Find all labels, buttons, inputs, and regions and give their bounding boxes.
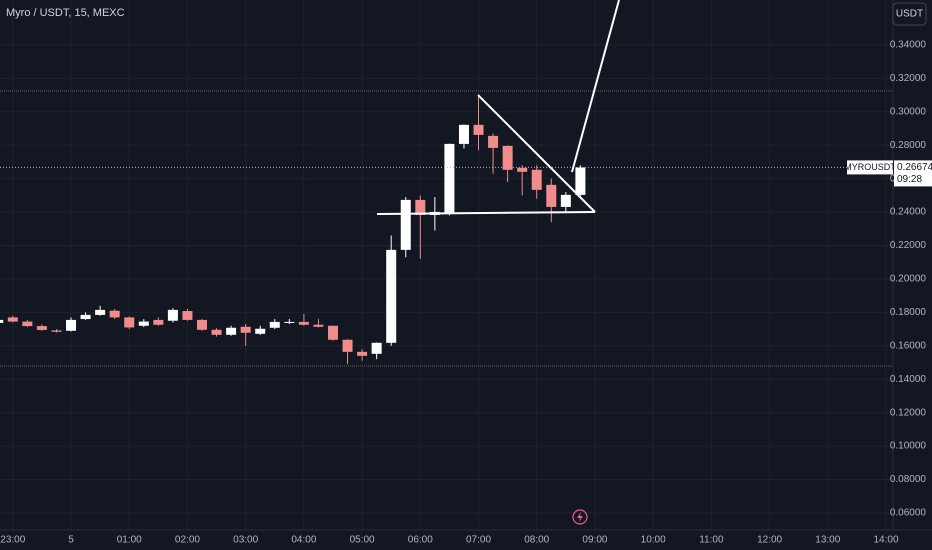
x-tick-label: 10:00 xyxy=(641,535,666,546)
x-tick-label: 07:00 xyxy=(466,535,491,546)
y-tick-label: 0.08000 xyxy=(890,474,927,485)
x-tick-label: 13:00 xyxy=(815,535,840,546)
candle-body xyxy=(124,317,135,328)
candle-body xyxy=(444,143,455,213)
candle-body xyxy=(95,309,106,315)
x-tick-label: 14:00 xyxy=(873,535,898,546)
icon-circle xyxy=(572,509,588,525)
candle-body xyxy=(400,199,411,250)
candle-body xyxy=(80,314,91,320)
x-tick-label: 09:00 xyxy=(582,535,607,546)
trend-line xyxy=(477,94,596,213)
candle-body xyxy=(386,249,397,343)
x-tick-label: 03:00 xyxy=(233,535,258,546)
trend-line xyxy=(376,211,596,215)
y-tick-label: 0.06000 xyxy=(890,508,927,519)
x-tick-label: 11:00 xyxy=(699,535,724,546)
y-tick-label: 0.16000 xyxy=(890,340,927,351)
candle-body xyxy=(560,194,571,207)
plot xyxy=(0,96,893,365)
candle-body xyxy=(357,351,368,356)
candle-body xyxy=(327,325,338,340)
chart-title: Myro / USDT, 15, MEXC xyxy=(6,7,125,19)
candle-body xyxy=(7,317,18,322)
x-tick-label: 06:00 xyxy=(408,535,433,546)
candle-body xyxy=(371,342,382,354)
x-tick-label: 01:00 xyxy=(117,535,142,546)
y-tick-label: 0.24000 xyxy=(890,207,927,218)
x-tick-label: 04:00 xyxy=(291,535,316,546)
candle-body xyxy=(22,321,33,327)
candle-body xyxy=(488,135,499,148)
x-tick-label: 02:00 xyxy=(175,535,200,546)
countdown-label: 09:28 xyxy=(897,174,922,185)
candle-body xyxy=(51,330,62,332)
candle-body xyxy=(255,328,266,334)
candle-body xyxy=(240,326,251,333)
candle-body xyxy=(546,184,557,207)
candle-body xyxy=(284,321,295,323)
candle-body xyxy=(226,327,237,335)
candle-body xyxy=(342,339,353,352)
symbol-label: MYROUSDT xyxy=(844,162,896,172)
x-tick-label: 23:00 xyxy=(0,535,25,546)
candle-body xyxy=(167,309,178,321)
candle-body xyxy=(473,124,484,135)
currency-label: USDT xyxy=(896,9,923,20)
y-tick-label: 0.28000 xyxy=(890,140,927,151)
y-tick-label: 0.34000 xyxy=(890,40,927,51)
candle-body xyxy=(415,199,426,215)
y-tick-label: 0.22000 xyxy=(890,240,927,251)
candle-body xyxy=(66,319,77,331)
price-label-box xyxy=(894,160,932,187)
currency-button[interactable] xyxy=(892,2,927,26)
y-tick-label: 0.20000 xyxy=(890,274,927,285)
trend-line xyxy=(571,0,620,173)
axes: 0.06000 0.08000 0.10000 0.12000 0.14000 0.160… xyxy=(0,40,932,546)
candle-body xyxy=(153,319,164,325)
icon-bolt xyxy=(577,512,583,522)
y-tick-label: 0.30000 xyxy=(890,106,927,117)
y-tick-label: 0.12000 xyxy=(890,407,927,418)
y-tick-label: 0.32000 xyxy=(890,73,927,84)
candle-body xyxy=(298,321,309,325)
x-tick-label: 12:00 xyxy=(757,535,782,546)
drawings xyxy=(376,0,620,215)
last-price-label: 0.26674 xyxy=(897,162,932,173)
symbol-label-box xyxy=(847,160,893,175)
x-tick-label: 08:00 xyxy=(524,535,549,546)
grid xyxy=(0,0,893,530)
candle-body xyxy=(313,324,324,327)
y-tick-label: 0.10000 xyxy=(890,441,927,452)
candle-body xyxy=(182,311,193,320)
candle-body xyxy=(0,319,4,323)
candle-body xyxy=(531,169,542,190)
candle-body xyxy=(517,167,528,172)
lightning-icon[interactable] xyxy=(572,509,588,525)
x-tick-label: 5 xyxy=(68,535,74,546)
candle-body xyxy=(109,310,120,318)
candle-body xyxy=(197,319,208,330)
candle-body xyxy=(458,124,469,144)
candle-body xyxy=(575,167,586,195)
candle-body xyxy=(36,326,47,330)
y-tick-label: 0.14000 xyxy=(890,374,927,385)
candle-body xyxy=(138,321,149,326)
candle-body xyxy=(502,145,513,170)
candle-body xyxy=(211,329,222,335)
candle-body xyxy=(269,321,280,328)
x-tick-label: 05:00 xyxy=(350,535,375,546)
y-tick-label: 0.18000 xyxy=(890,307,927,318)
